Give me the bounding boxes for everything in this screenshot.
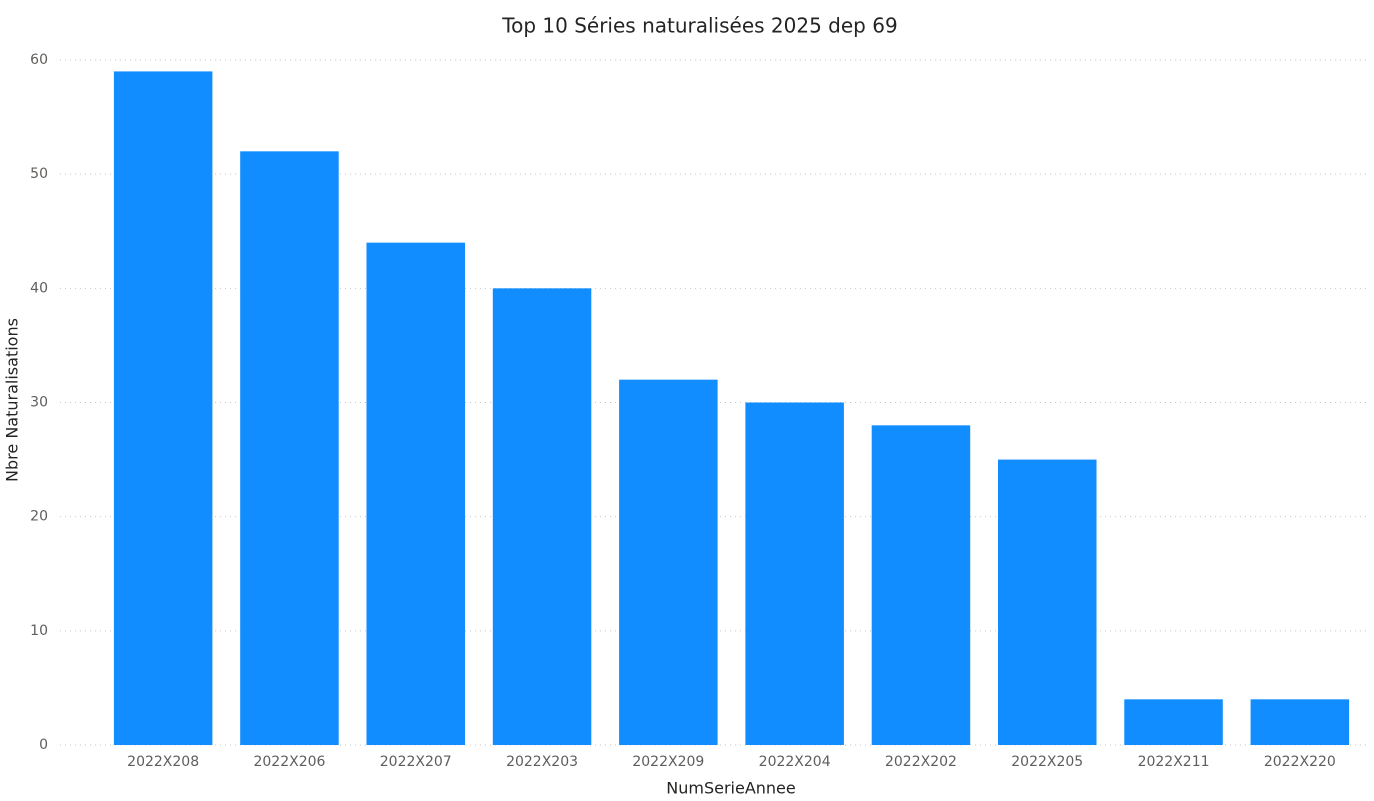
x-tick-label: 2022X205: [1011, 754, 1083, 770]
bar: [113, 71, 213, 745]
bar: [240, 151, 339, 746]
bar: [619, 379, 718, 745]
y-tick-label: 40: [30, 280, 48, 296]
x-tick-label: 2022X206: [253, 754, 325, 770]
bar: [366, 242, 466, 745]
y-tick-label: 60: [30, 52, 48, 68]
bar: [492, 288, 592, 745]
y-tick-label: 0: [39, 737, 48, 753]
bar: [1124, 699, 1223, 745]
bar: [871, 425, 971, 745]
x-tick-label: 2022X204: [759, 754, 831, 770]
x-tick-label: 2022X207: [380, 754, 452, 770]
y-tick-label: 50: [30, 166, 48, 182]
x-tick-label: 2022X220: [1264, 754, 1336, 770]
x-tick-label: 2022X202: [885, 754, 957, 770]
y-tick-label: 10: [30, 623, 48, 639]
bar: [1250, 699, 1350, 745]
x-tick-label: 2022X209: [632, 754, 704, 770]
bar: [997, 459, 1097, 745]
x-tick-label: 2022X208: [127, 754, 199, 770]
x-tick-label: 2022X211: [1138, 754, 1210, 770]
y-tick-label: 20: [30, 509, 48, 525]
y-axis-title: Nbre Naturalisations: [3, 318, 22, 482]
chart-title: Top 10 Séries naturalisées 2025 dep 69: [501, 14, 897, 38]
bar: [745, 402, 844, 745]
x-axis-title: NumSerieAnnee: [666, 779, 795, 798]
x-tick-label: 2022X203: [506, 754, 578, 770]
y-tick-label: 30: [30, 395, 48, 411]
